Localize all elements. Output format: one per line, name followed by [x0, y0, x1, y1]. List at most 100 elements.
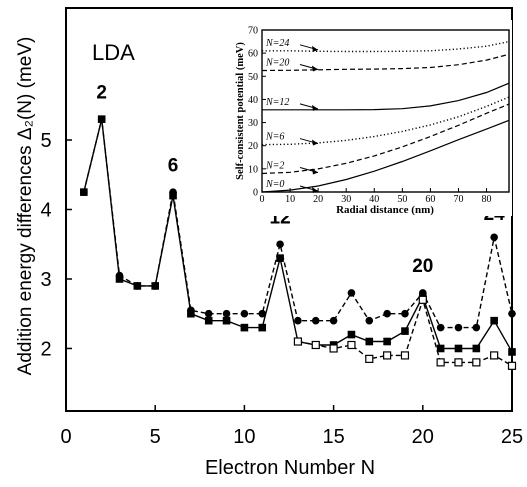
x-axis-label: Electron Number N [205, 457, 375, 479]
data-point-square [347, 330, 356, 339]
inset-y-tick-label: 40 [248, 95, 258, 106]
inset-x-tick-label: 0 [260, 194, 265, 205]
inset-curve [262, 82, 510, 111]
x-tick-label: 5 [150, 426, 161, 448]
data-point-square [401, 327, 409, 335]
y-axis-label: Addition energy differences Δ₂(N) (meV) [15, 37, 36, 376]
data-point-square [240, 323, 249, 332]
data-point-circle [311, 316, 320, 325]
data-point-square [151, 282, 159, 290]
main-series-layer [80, 115, 517, 370]
data-point-open-square [490, 351, 499, 360]
inset-y-tick-label: 30 [248, 118, 258, 129]
inset-x-tick-label: 10 [285, 194, 295, 205]
data-point-circle [294, 316, 302, 325]
y-tick-label: 2 [40, 338, 51, 360]
inset-curve [261, 96, 510, 146]
inset-x-tick-label: 50 [397, 194, 407, 205]
inset-series-label: N=24 [265, 38, 289, 49]
data-point-open-square [311, 340, 320, 350]
main-ticks: 0 5 10 15 20 25 2 3 4 5 [40, 130, 523, 448]
inset-arrow-head [312, 139, 318, 146]
data-point-circle [436, 323, 445, 332]
inset-series-label: N=12 [265, 97, 289, 108]
data-point-open-square [347, 340, 356, 350]
inset-curve [261, 53, 510, 72]
panel-label: LDA [92, 40, 135, 65]
inset-y-tick-label: 50 [248, 72, 258, 83]
data-point-circle [329, 316, 338, 325]
inset-background [229, 20, 512, 216]
y-tick-label: 4 [40, 200, 51, 222]
inset-arrow-head [312, 45, 318, 52]
data-point-square [454, 344, 463, 353]
data-point-circle [365, 316, 374, 325]
data-point-square [436, 344, 445, 353]
inset-x-tick-label: 70 [453, 194, 463, 205]
x-tick-label: 25 [501, 426, 523, 448]
data-point-open-square [472, 358, 481, 367]
data-point-open-square [329, 344, 338, 353]
shell-annotation: 2 [96, 82, 107, 103]
data-point-open-square [383, 351, 392, 360]
data-point-circle [240, 309, 249, 318]
inset-curve [262, 40, 510, 53]
y-tick-label: 3 [40, 269, 51, 291]
shell-annotation: 6 [168, 155, 179, 176]
data-point-square [383, 337, 391, 346]
data-point-open-square [436, 358, 445, 367]
data-point-circle [383, 309, 391, 318]
inset-x-tick-label: 60 [425, 194, 435, 205]
data-point-circle [347, 289, 356, 297]
data-point-circle [454, 323, 463, 332]
data-point-square [169, 191, 177, 200]
inset-curve [261, 119, 510, 193]
data-point-square [80, 188, 88, 196]
data-point-circle [490, 233, 498, 242]
data-point-square [97, 115, 106, 123]
shell-annotation: 20 [412, 256, 433, 277]
inset-arrow-head [312, 187, 318, 193]
inset-y-tick-label: 0 [253, 188, 258, 199]
x-tick-label: 15 [322, 426, 344, 448]
x-tick-label: 0 [60, 426, 71, 448]
inset-series-labels: N=24 N=20 N=12 N=6 N=2 N=0 [265, 38, 319, 193]
data-point-square [258, 323, 267, 332]
inset-y-tick-label: 20 [248, 141, 258, 152]
inset-arrow-head [312, 104, 318, 111]
x-tick-label: 10 [233, 426, 255, 448]
data-point-circle [258, 309, 267, 318]
inset-y-tick-label: 60 [248, 49, 258, 60]
data-point-square [222, 316, 231, 325]
inset-series-label: N=2 [265, 160, 284, 171]
inset-x-tick-label: 30 [341, 194, 351, 205]
inset-series-label: N=0 [265, 179, 284, 190]
inset-ticks: 0 10 20 30 40 50 60 70 80 0 10 20 30 40 50 60 70 [248, 26, 492, 206]
inset-x-tick-label: 40 [369, 194, 379, 205]
inset-arrow-head [312, 65, 318, 72]
inset-series-label: N=20 [265, 58, 289, 69]
data-point-square [472, 344, 481, 353]
data-point-square [187, 309, 195, 318]
inset-y-tick-label: 10 [248, 164, 258, 175]
data-point-square [508, 348, 516, 356]
data-point-circle [276, 240, 284, 249]
data-point-square [204, 316, 213, 325]
data-point-open-square [365, 354, 374, 363]
data-point-open-square [418, 295, 427, 304]
inset-y-tick-label: 70 [248, 26, 258, 37]
inset-arrow-head [312, 168, 318, 175]
inset-plot-area [261, 29, 510, 193]
data-point-circle [472, 323, 481, 332]
inset-curve [261, 103, 510, 175]
inset-x-tick-label: 20 [313, 194, 323, 205]
data-point-circle [204, 309, 213, 318]
data-point-open-square [400, 351, 410, 360]
data-point-circle [508, 309, 516, 318]
data-point-square [276, 254, 284, 262]
inset-x-tick-label: 80 [482, 194, 492, 205]
data-point-open-square [454, 358, 463, 367]
inset-series-label: N=6 [265, 132, 284, 143]
inset-x-axis-label: Radial distance (nm) [336, 204, 434, 216]
